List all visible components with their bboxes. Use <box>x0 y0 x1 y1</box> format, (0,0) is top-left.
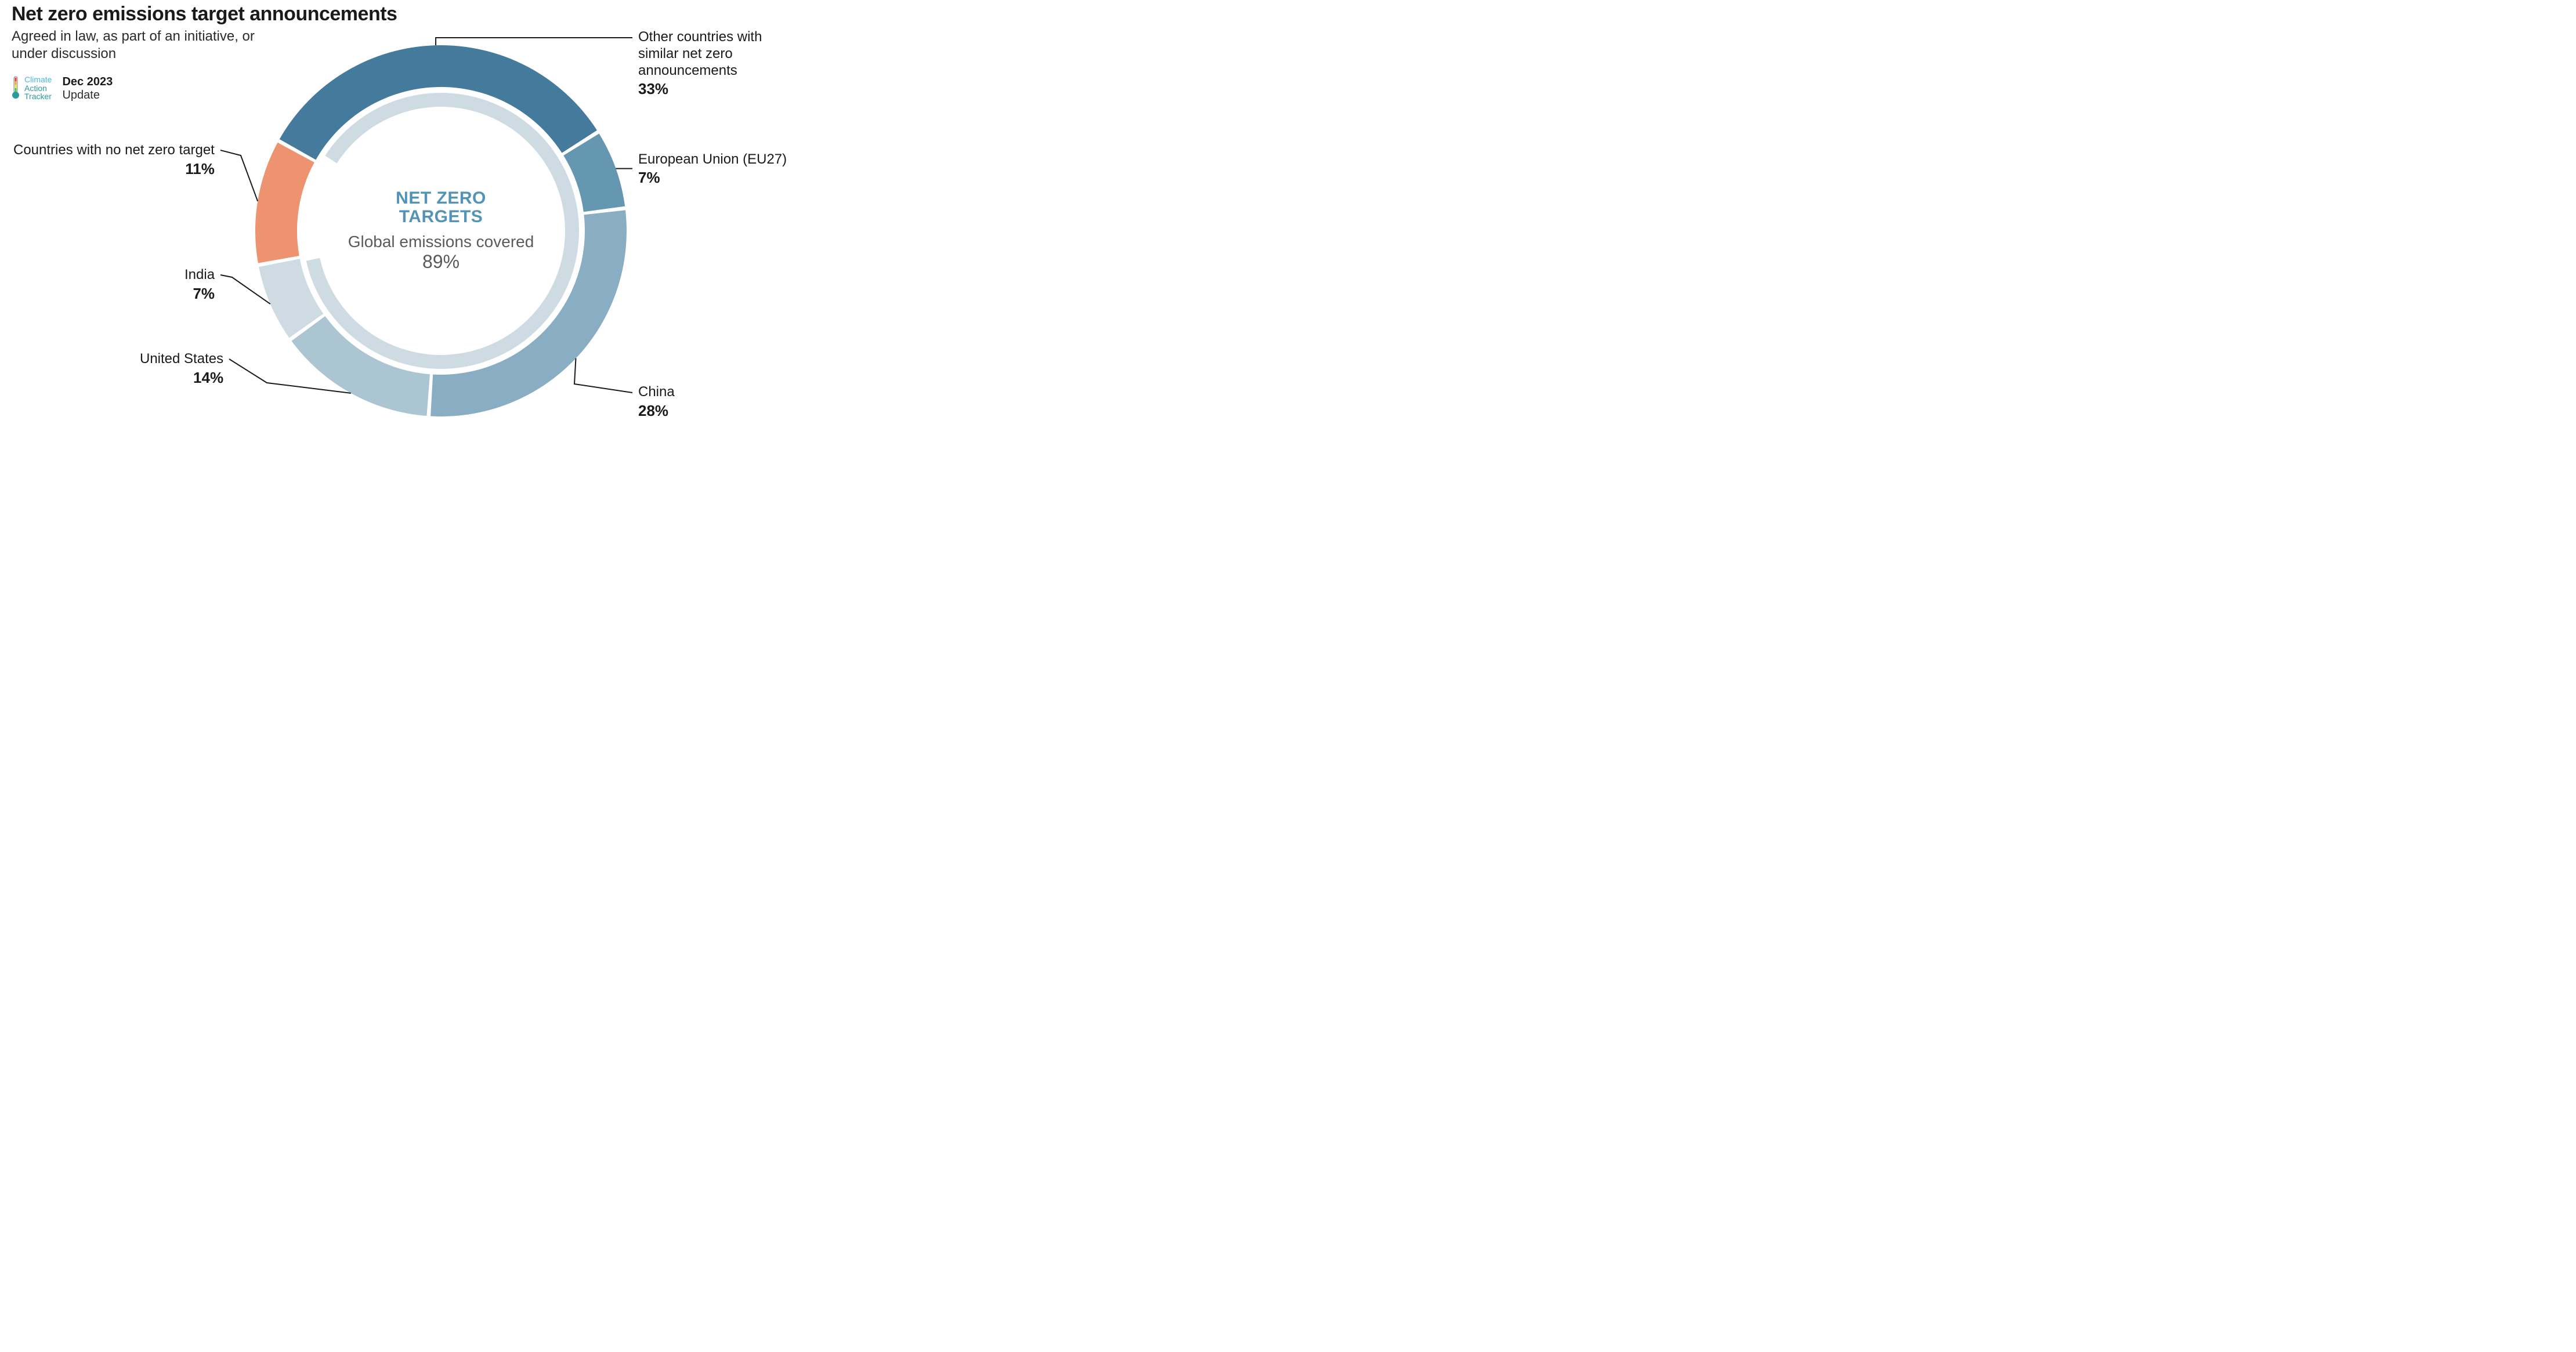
donut-chart <box>244 34 638 428</box>
label-other: Other countries withsimilar net zeroanno… <box>638 29 762 99</box>
label-eu: European Union (EU27)7% <box>638 151 787 187</box>
logo-text: Climate Action Tracker <box>24 75 52 101</box>
thermometer-icon <box>12 75 20 100</box>
slice-none <box>255 143 314 263</box>
source-logo-block: Climate Action Tracker Dec 2023 Update <box>12 75 113 102</box>
page-title: Net zero emissions target announcements <box>12 3 397 26</box>
slice-china <box>430 210 627 416</box>
label-india: India7% <box>184 267 215 303</box>
label-none: Countries with no net zero target11% <box>13 142 215 178</box>
inner-coverage-arc <box>306 93 579 369</box>
label-china: China28% <box>638 384 675 420</box>
infographic-page: Net zero emissions target announcements … <box>0 0 859 451</box>
update-date: Dec 2023 Update <box>62 75 113 102</box>
label-us: United States14% <box>140 351 223 387</box>
